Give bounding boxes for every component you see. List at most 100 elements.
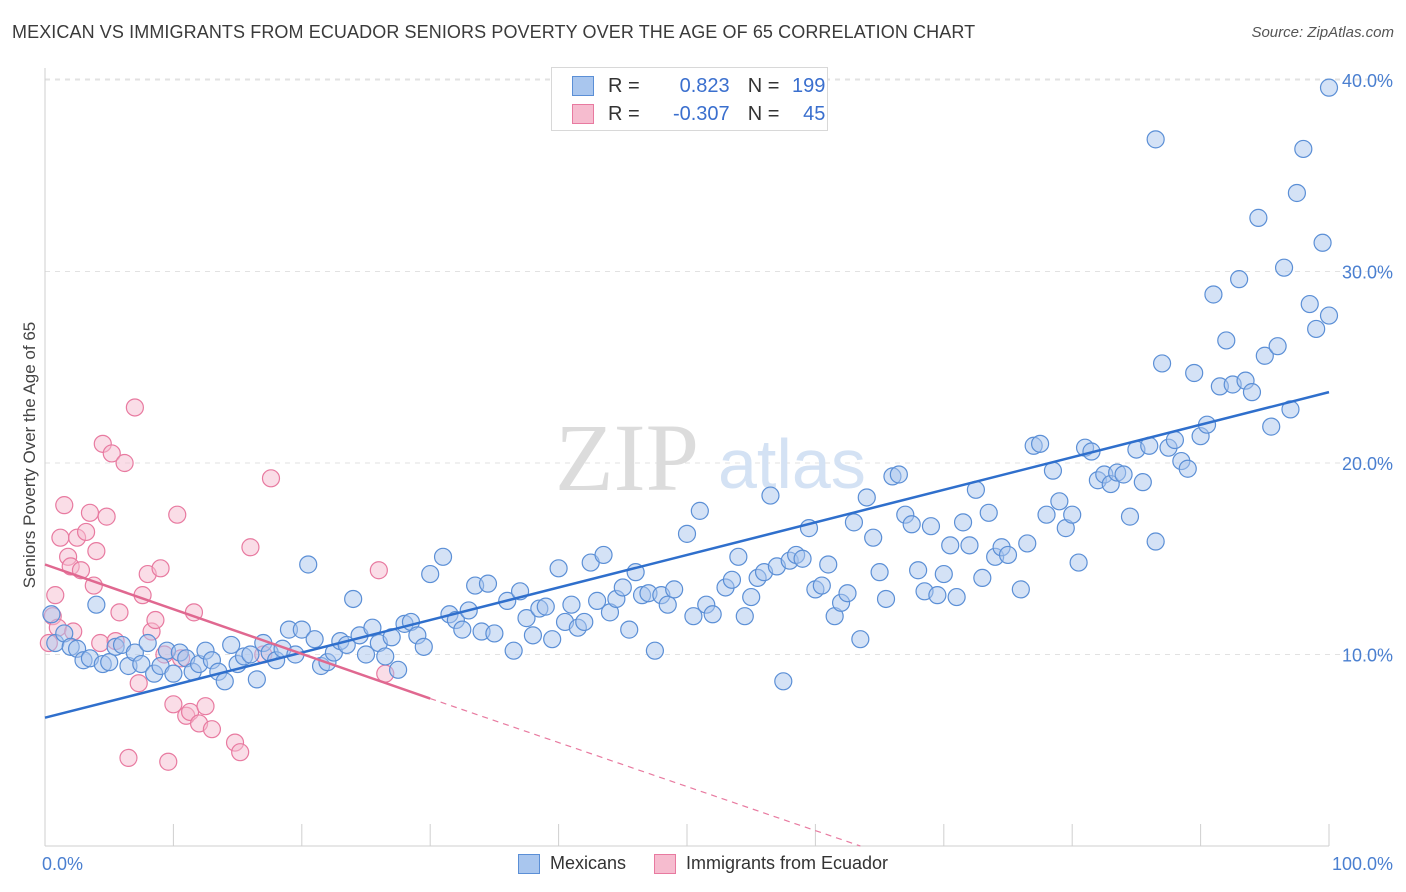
point-ecuador: [55, 496, 74, 515]
point-mexicans: [305, 630, 324, 649]
point-mexicans: [729, 547, 748, 566]
point-ecuador: [115, 453, 134, 473]
point-mexicans: [941, 536, 960, 555]
point-ecuador: [146, 610, 165, 630]
point-mexicans: [1300, 294, 1319, 314]
legend-n-label: N =: [747, 102, 780, 125]
point-mexicans: [1030, 434, 1050, 453]
point-mexicans: [1242, 383, 1262, 402]
point-ecuador: [51, 528, 70, 547]
point-mexicans: [876, 589, 896, 609]
point-mexicans: [857, 488, 876, 507]
legend-swatch-pink: [572, 104, 594, 124]
point-mexicans: [889, 465, 908, 484]
point-mexicans: [1069, 553, 1088, 572]
point-mexicans: [100, 653, 119, 672]
point-mexicans: [774, 672, 793, 691]
point-mexicans: [1152, 354, 1172, 373]
trend-lines: [44, 390, 1330, 847]
point-mexicans: [909, 561, 928, 580]
point-mexicans: [645, 641, 665, 660]
point-mexicans: [376, 647, 395, 666]
point-mexicans: [851, 630, 870, 649]
point-mexicans: [819, 555, 838, 574]
watermark: ZIP atlas: [555, 404, 866, 511]
point-mexicans: [549, 559, 568, 578]
point-mexicans: [677, 524, 697, 543]
legend-swatch-blue: [517, 853, 540, 874]
legend-r-label: R =: [608, 102, 640, 125]
point-mexicans: [844, 513, 864, 532]
point-mexicans: [299, 555, 318, 574]
trend-line-mexicans: [44, 390, 1330, 719]
point-mexicans: [973, 568, 992, 588]
point-mexicans: [658, 595, 677, 614]
x-tick-label: 100.0%: [1332, 854, 1393, 874]
point-mexicans: [1274, 258, 1294, 277]
point-mexicans: [947, 587, 966, 607]
point-mexicans: [543, 630, 562, 649]
y-tick-label: 20.0%: [1342, 454, 1393, 474]
point-mexicans: [478, 574, 498, 593]
point-mexicans: [960, 536, 979, 555]
point-mexicans: [1011, 580, 1030, 599]
legend-item-mexicans: Mexicans: [517, 853, 626, 874]
series-legend: Mexicans Immigrants from Ecuador: [0, 853, 1406, 874]
point-mexicans: [998, 545, 1018, 565]
series-mexicans-points: [42, 78, 1339, 691]
watermark-zip: ZIP: [555, 404, 699, 511]
point-mexicans: [485, 624, 504, 643]
chart-title: MEXICAN VS IMMIGRANTS FROM ECUADOR SENIO…: [12, 22, 976, 42]
point-mexicans: [1319, 78, 1339, 97]
point-ecuador: [159, 752, 178, 771]
legend-label-mexicans: Mexicans: [549, 853, 626, 873]
point-mexicans: [953, 513, 973, 532]
point-mexicans: [132, 654, 151, 674]
point-mexicans: [222, 635, 241, 655]
point-mexicans: [1165, 430, 1185, 450]
tick-labels: 10.0% 20.0% 30.0% 40.0% 0.0% 100.0%: [42, 71, 1393, 874]
point-mexicans: [1037, 505, 1056, 524]
point-mexicans: [575, 612, 594, 632]
point-ecuador: [261, 469, 281, 488]
point-mexicans: [523, 626, 543, 645]
point-mexicans: [1185, 363, 1204, 383]
point-ecuador: [151, 559, 170, 578]
point-mexicans: [1120, 507, 1140, 526]
point-mexicans: [1319, 306, 1339, 325]
point-mexicans: [870, 563, 889, 582]
point-mexicans: [363, 618, 382, 637]
series-ecuador-points: [39, 398, 395, 771]
legend-n-label: N =: [747, 74, 780, 97]
point-mexicans: [247, 670, 266, 689]
point-mexicans: [504, 641, 523, 660]
point-mexicans: [703, 605, 722, 624]
legend-row-ecuador: R = -0.307 N = 45: [572, 101, 825, 127]
trend-line-ecuador: [44, 563, 431, 700]
point-mexicans: [594, 545, 613, 565]
point-mexicans: [1287, 183, 1307, 203]
legend-n-value: 199: [792, 74, 826, 97]
point-mexicans: [42, 605, 61, 624]
point-mexicans: [1204, 285, 1223, 304]
point-mexicans: [1249, 208, 1268, 227]
point-mexicans: [1146, 532, 1165, 551]
point-mexicans: [684, 607, 703, 626]
point-ecuador: [76, 522, 96, 542]
point-mexicans: [928, 586, 947, 605]
point-mexicans: [1063, 505, 1082, 524]
point-mexicans: [1133, 473, 1152, 492]
point-mexicans: [979, 503, 998, 522]
point-mexicans: [344, 589, 363, 609]
point-ecuador: [119, 748, 138, 768]
point-mexicans: [1178, 459, 1197, 478]
legend-r-label: R =: [608, 74, 640, 97]
point-mexicans: [1230, 270, 1249, 289]
point-mexicans: [1307, 319, 1326, 339]
point-mexicans: [735, 607, 754, 626]
y-tick-label: 30.0%: [1342, 263, 1393, 283]
legend-swatch-blue: [572, 76, 594, 96]
legend-r-value: -0.307: [672, 102, 730, 125]
correlation-legend: R = 0.823 N = 199 R = -0.307 N = 45: [551, 67, 828, 131]
point-ecuador: [110, 603, 129, 622]
